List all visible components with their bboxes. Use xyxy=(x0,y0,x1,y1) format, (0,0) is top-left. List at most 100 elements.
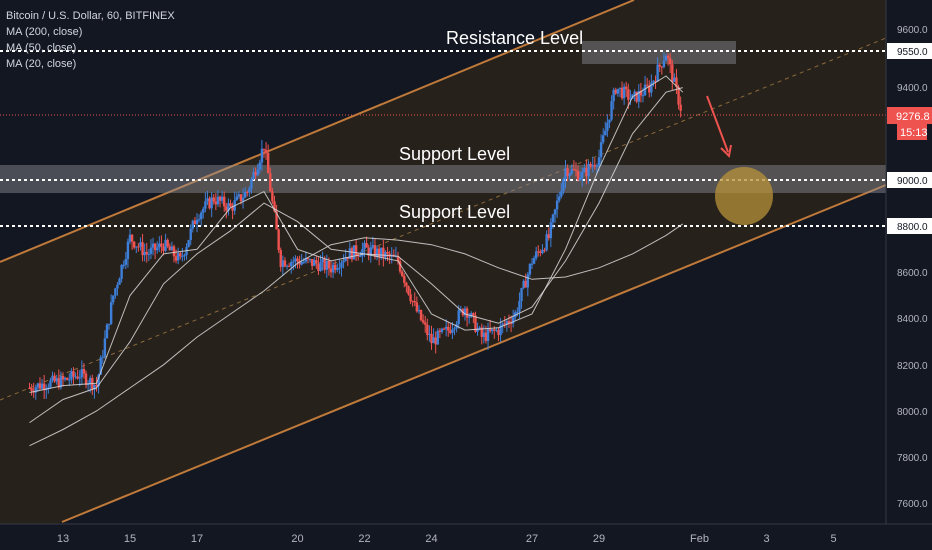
support-level-lower-label: Support Level xyxy=(399,202,510,222)
candle-body xyxy=(421,320,425,323)
time-tick-label: 3 xyxy=(763,533,769,545)
time-tick-label: 20 xyxy=(291,533,303,545)
candle-body xyxy=(587,163,590,177)
candle-body xyxy=(308,259,312,261)
legend-ma-50[interactable]: MA (50, close) xyxy=(6,42,77,54)
candle-body xyxy=(42,383,46,391)
candle-body xyxy=(589,163,592,167)
candle-body xyxy=(350,248,354,260)
candle-body xyxy=(449,330,452,333)
candle-body xyxy=(292,261,295,263)
candle-body xyxy=(639,91,643,96)
candle-body xyxy=(323,259,326,270)
candle-body xyxy=(501,323,504,326)
price-tick-label: 9550.0 xyxy=(897,47,928,58)
candle-body xyxy=(629,98,632,100)
candle-body xyxy=(65,377,69,380)
candle-body xyxy=(153,243,157,251)
candle-body xyxy=(214,201,218,205)
price-tick-label: 8000.0 xyxy=(897,407,928,418)
candle-body xyxy=(231,206,234,211)
candle-body xyxy=(440,328,444,332)
candle-body xyxy=(409,294,412,302)
candle-body xyxy=(315,260,318,264)
price-level-badge xyxy=(887,172,932,188)
candle-body xyxy=(495,330,498,332)
support-level-upper-label: Support Level xyxy=(399,144,510,164)
legend-ma-200[interactable]: MA (200, close) xyxy=(6,26,83,38)
candle-body xyxy=(298,261,301,265)
time-tick-label: 5 xyxy=(830,533,836,545)
candle-body xyxy=(604,130,607,136)
countdown-badge xyxy=(897,124,927,140)
candle-body xyxy=(620,87,624,99)
symbol-title[interactable]: Bitcoin / U.S. Dollar, 60, BITFINEX xyxy=(6,10,175,22)
candle-body xyxy=(606,122,609,131)
candle-body xyxy=(566,168,569,177)
candle-body xyxy=(252,171,255,180)
price-axis[interactable] xyxy=(886,0,932,524)
candle-body xyxy=(145,251,148,255)
time-axis[interactable] xyxy=(0,524,932,550)
candle-body xyxy=(237,194,241,197)
candle-body xyxy=(558,196,561,201)
candle-body xyxy=(424,322,427,325)
candle-body xyxy=(415,302,419,312)
candle-body xyxy=(70,371,73,380)
candle-body xyxy=(187,240,190,247)
candle-body xyxy=(622,86,626,99)
candle-body xyxy=(486,328,490,341)
candle-body xyxy=(296,258,299,262)
candle-body xyxy=(275,211,278,230)
moving-average-line xyxy=(29,75,684,393)
candle-body xyxy=(516,311,519,313)
candle-body xyxy=(384,252,387,258)
candle-body xyxy=(304,258,308,262)
channel-lower-line xyxy=(61,184,887,523)
candle-body xyxy=(95,384,98,387)
candle-body xyxy=(147,253,151,255)
candle-body xyxy=(109,302,113,324)
candle-body xyxy=(478,327,481,329)
candle-body xyxy=(616,88,620,94)
candle-body xyxy=(396,256,400,262)
price-level-badge xyxy=(887,218,932,234)
candle-body xyxy=(367,247,370,256)
candle-body xyxy=(373,245,377,257)
candle-body xyxy=(61,375,65,380)
candle-body xyxy=(375,248,379,257)
candle-body xyxy=(371,245,375,248)
candle-body xyxy=(555,200,559,210)
candle-body xyxy=(329,268,333,273)
candle-body xyxy=(273,201,276,212)
last-price-value: 9276.8 xyxy=(896,111,930,123)
legend-ma-20[interactable]: MA (20, close) xyxy=(6,58,77,70)
candle-body xyxy=(254,171,257,176)
candle-body xyxy=(260,148,264,163)
candle-body xyxy=(340,262,343,268)
candle-body xyxy=(99,357,102,375)
candle-body xyxy=(93,384,96,390)
candle-body xyxy=(38,383,42,389)
candle-body xyxy=(541,249,544,253)
candle-body xyxy=(601,135,605,143)
time-axis-ticks: 13 15 17 20 22 24 27 29 Feb 3 5 xyxy=(57,533,837,545)
candle-body xyxy=(562,179,565,192)
candle-body xyxy=(191,220,195,229)
last-price-badge xyxy=(887,107,932,124)
candle-body xyxy=(608,119,611,123)
candle-body xyxy=(564,168,567,180)
candle-body xyxy=(442,328,446,330)
candle-body xyxy=(199,212,203,220)
candle-body xyxy=(164,239,167,251)
candle-body xyxy=(250,179,253,189)
target-zone-circle xyxy=(715,167,773,225)
candle-body xyxy=(476,328,479,332)
candle-body xyxy=(208,198,211,209)
price-tick-label: 9000.0 xyxy=(897,176,928,187)
candle-body xyxy=(488,328,492,332)
candle-body xyxy=(413,301,416,303)
resistance-zone xyxy=(582,41,736,64)
candle-body xyxy=(342,260,345,263)
